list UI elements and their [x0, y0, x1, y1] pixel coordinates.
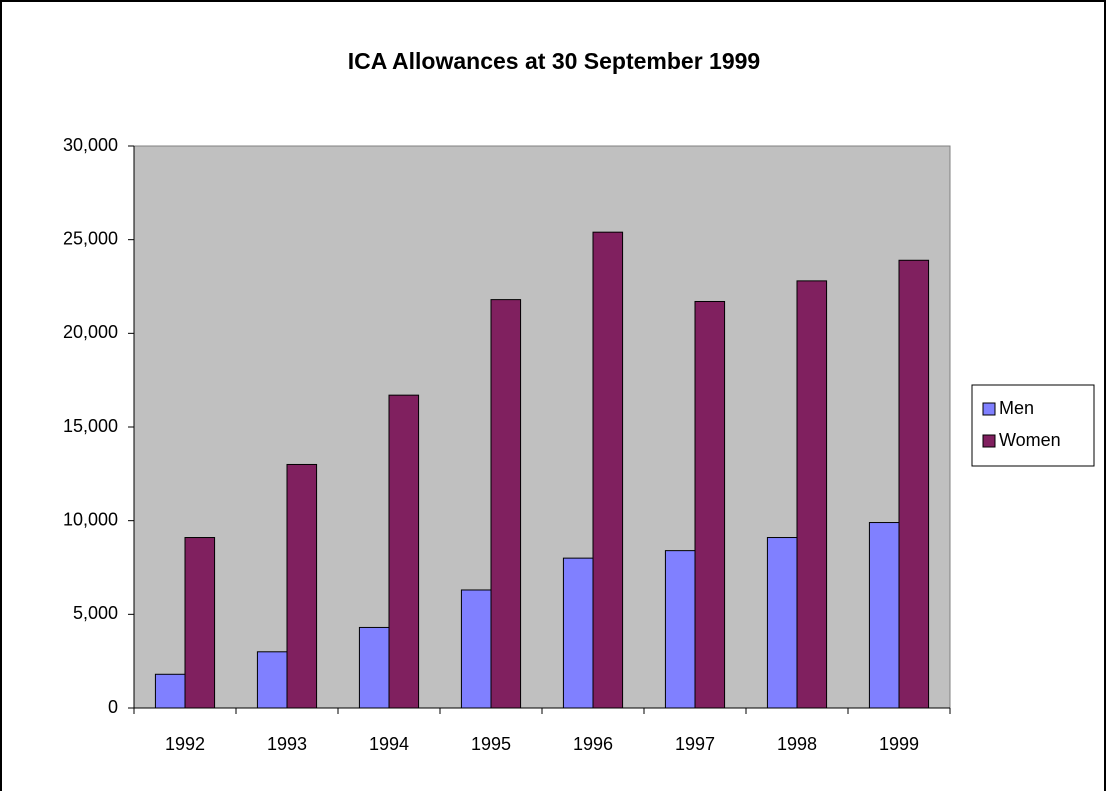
x-tick-label: 1993: [267, 734, 307, 754]
legend-label: Men: [999, 398, 1034, 418]
x-tick-label: 1996: [573, 734, 613, 754]
chart-title: ICA Allowances at 30 September 1999: [348, 48, 760, 74]
bar: [796, 280, 828, 709]
bar: [664, 550, 696, 709]
legend-swatch: [982, 402, 996, 416]
bar: [154, 673, 186, 709]
y-tick-label: 0: [108, 697, 118, 717]
y-tick-label: 15,000: [63, 416, 118, 436]
legend-label: Women: [999, 430, 1061, 450]
bar: [184, 537, 216, 709]
bar: [562, 557, 594, 709]
x-tick-label: 1992: [165, 734, 205, 754]
bar: [286, 463, 318, 709]
bar: [694, 300, 726, 709]
legend: [971, 384, 1095, 467]
bar: [592, 231, 624, 709]
y-tick-label: 10,000: [63, 509, 118, 529]
legend-swatch: [982, 434, 996, 448]
bar: [766, 537, 798, 709]
y-tick-label: 30,000: [63, 135, 118, 155]
bar: [358, 626, 390, 709]
bar: [256, 651, 288, 709]
bar: [868, 522, 900, 709]
y-tick-label: 25,000: [63, 228, 118, 248]
y-tick-label: 20,000: [63, 322, 118, 342]
x-tick-label: 1999: [879, 734, 919, 754]
x-tick-label: 1994: [369, 734, 409, 754]
bar: [388, 394, 420, 709]
x-tick-label: 1997: [675, 734, 715, 754]
bar: [460, 589, 492, 709]
plot-area: [133, 145, 951, 709]
y-tick-label: 5,000: [73, 603, 118, 623]
bar: [490, 299, 522, 709]
x-tick-label: 1998: [777, 734, 817, 754]
bar: [898, 259, 930, 709]
x-tick-label: 1995: [471, 734, 511, 754]
